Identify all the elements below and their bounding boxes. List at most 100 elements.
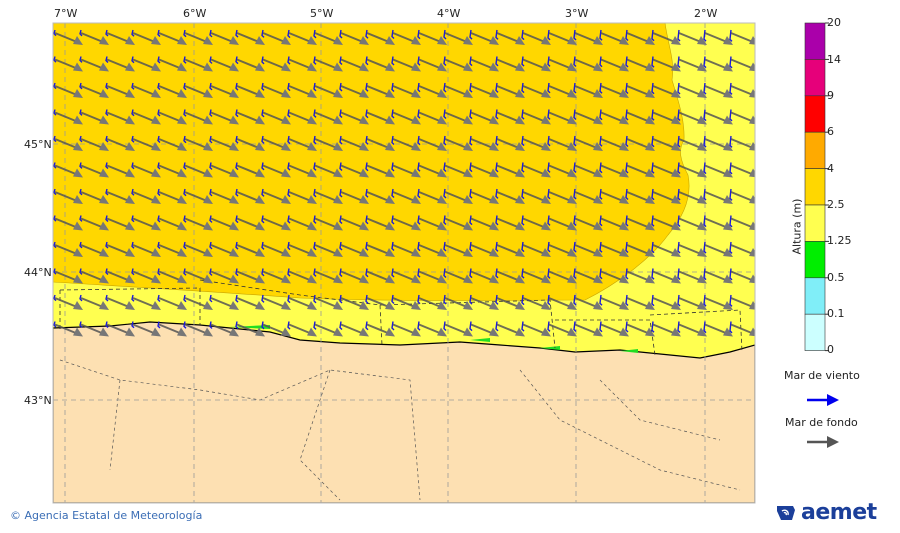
swell-arrowhead bbox=[463, 168, 473, 178]
swell-arrow bbox=[522, 244, 546, 255]
swell-arrowhead bbox=[229, 89, 239, 98]
swell-arrowhead bbox=[619, 301, 629, 310]
swell-arrowhead bbox=[749, 301, 755, 310]
swell-arrow bbox=[54, 297, 78, 308]
swell-arrowhead bbox=[203, 142, 213, 151]
wind-sea-arrow bbox=[521, 321, 525, 332]
swell-arrowhead bbox=[385, 301, 395, 310]
wind-sea-arrow bbox=[183, 188, 187, 197]
wind-sea-arrow bbox=[729, 135, 733, 148]
swell-arrowhead bbox=[671, 115, 681, 125]
swell-arrow bbox=[210, 323, 234, 335]
wind-sea-arrow bbox=[339, 215, 343, 225]
swell-arrowhead bbox=[125, 89, 135, 98]
swell-arrow bbox=[132, 32, 156, 43]
wind-sea-arrow bbox=[131, 82, 135, 90]
swell-arrow bbox=[574, 244, 598, 255]
wind-sea-arrow bbox=[417, 321, 421, 331]
swell-arrowhead bbox=[645, 142, 655, 151]
swell-arrowhead bbox=[333, 301, 343, 310]
swell-arrowhead bbox=[125, 301, 135, 310]
swell-arrow bbox=[470, 191, 494, 202]
wind-sea-arrow bbox=[573, 241, 577, 253]
swell-arrowhead bbox=[229, 142, 239, 151]
wind-sea-arrow bbox=[79, 29, 83, 37]
wind-sea-arrow bbox=[417, 188, 421, 199]
wind-sea-arrow bbox=[521, 56, 525, 67]
wind-sea-arrow bbox=[209, 241, 213, 250]
swell-arrowhead bbox=[73, 62, 83, 72]
wind-sea-arrow bbox=[677, 215, 681, 227]
swell-arrow bbox=[548, 244, 572, 255]
swell-arrowhead bbox=[255, 195, 265, 204]
swell-arrowhead bbox=[385, 115, 395, 125]
swell-arrow bbox=[418, 164, 442, 176]
swell-arrow bbox=[54, 164, 78, 176]
swell-arrow bbox=[704, 138, 728, 149]
swell-arrowhead bbox=[99, 62, 109, 72]
wind-sea-arrow bbox=[391, 56, 395, 66]
wind-sea-arrow bbox=[131, 294, 135, 302]
wind-sea-arrow bbox=[625, 215, 629, 227]
wind-sea-arrow bbox=[417, 162, 421, 172]
wind-sea-arrow bbox=[131, 188, 135, 196]
swell-arrow bbox=[730, 85, 754, 96]
wind-sea-arrow bbox=[521, 29, 525, 41]
wind-sea-arrow bbox=[183, 268, 187, 276]
wind-sea-arrow bbox=[235, 82, 239, 91]
swell-arrowhead bbox=[73, 195, 83, 204]
swell-arrow bbox=[704, 270, 728, 282]
swell-arrow bbox=[366, 85, 390, 96]
swell-arrow bbox=[54, 217, 78, 229]
wind-sea-arrow bbox=[677, 294, 681, 307]
swell-arrow bbox=[132, 85, 156, 96]
wind-sea-arrow bbox=[651, 268, 655, 280]
wind-sea-arrow bbox=[339, 321, 343, 331]
swell-arrow bbox=[132, 164, 156, 176]
wave-height-zone-2.5-4m bbox=[53, 23, 690, 301]
swell-arrow bbox=[574, 297, 598, 308]
legend-tick: 1.25 bbox=[827, 234, 852, 247]
wind-sea-arrow bbox=[469, 82, 473, 93]
swell-arrowhead bbox=[489, 115, 499, 125]
wind-sea-arrow bbox=[79, 135, 83, 143]
wind-sea-arrow bbox=[79, 109, 83, 116]
wind-sea-arrow bbox=[287, 29, 291, 39]
wind-sea-arrow bbox=[339, 109, 343, 119]
swell-arrowhead bbox=[541, 301, 551, 310]
wind-sea-arrow bbox=[729, 241, 733, 254]
swell-arrowhead bbox=[645, 89, 655, 98]
swell-arrow bbox=[80, 111, 104, 123]
swell-arrowhead bbox=[385, 274, 395, 284]
swell-arrow bbox=[366, 297, 390, 308]
swell-arrowhead bbox=[151, 115, 161, 125]
swell-arrowhead bbox=[203, 195, 213, 204]
swell-arrowhead bbox=[645, 221, 655, 231]
swell-arrow bbox=[652, 297, 676, 308]
wind-sea-arrow bbox=[365, 29, 369, 39]
swell-arrow bbox=[704, 297, 728, 308]
swell-arrowhead bbox=[203, 327, 213, 337]
wind-sea-arrow bbox=[599, 29, 603, 41]
swell-arrow bbox=[366, 111, 390, 123]
swell-arrowhead bbox=[203, 115, 213, 125]
lon-label: 5°W bbox=[310, 7, 334, 20]
swell-arrowhead bbox=[359, 248, 369, 257]
swell-arrowhead bbox=[749, 36, 755, 45]
wind-sea-arrow bbox=[53, 162, 57, 169]
swell-arrowhead bbox=[281, 327, 291, 337]
wind-sea-arrow bbox=[391, 241, 395, 251]
swell-arrowhead bbox=[359, 36, 369, 45]
swell-arrow bbox=[470, 32, 494, 43]
wind-sea-arrow bbox=[183, 294, 187, 303]
swell-arrow bbox=[548, 138, 572, 149]
wind-sea-arrow bbox=[625, 241, 629, 253]
swell-arrowhead bbox=[73, 89, 83, 98]
swell-arrowhead bbox=[723, 89, 733, 98]
swell-arrow bbox=[652, 244, 676, 255]
swell-arrowhead bbox=[255, 248, 265, 257]
swell-arrowhead bbox=[307, 36, 317, 45]
wind-sea-arrow bbox=[157, 162, 161, 170]
swell-arrowhead bbox=[749, 248, 755, 257]
wind-sea-arrow bbox=[53, 294, 57, 302]
